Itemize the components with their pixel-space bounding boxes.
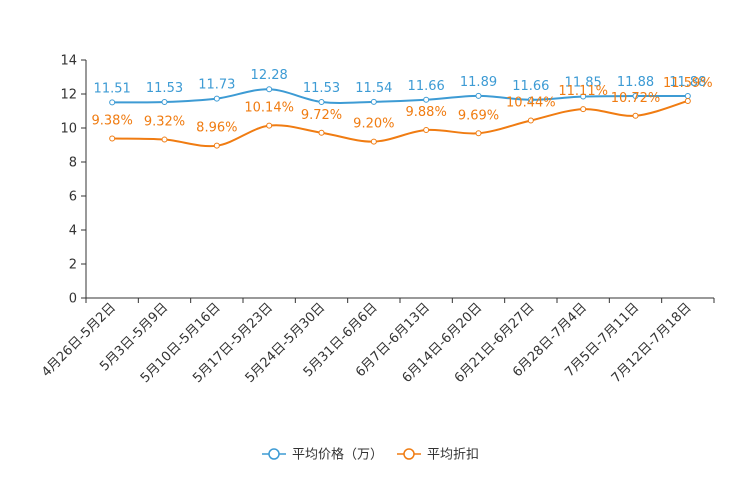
- data-point-discount[interactable]: [109, 135, 116, 142]
- data-label-price: 11.88: [669, 75, 706, 90]
- data-point-price[interactable]: [318, 98, 325, 105]
- data-label-discount: 11.11%: [558, 84, 608, 99]
- data-point-price[interactable]: [423, 96, 430, 103]
- data-label-discount: 8.96%: [196, 121, 237, 136]
- data-point-price[interactable]: [580, 93, 587, 100]
- data-label-price: 11.53: [146, 81, 183, 96]
- data-point-discount[interactable]: [527, 117, 534, 124]
- legend-marker-icon: [268, 448, 280, 460]
- data-point-discount[interactable]: [423, 127, 430, 134]
- data-point-discount[interactable]: [266, 122, 273, 129]
- data-label-discount: 11.59%: [663, 76, 713, 91]
- data-label-price: 11.89: [460, 75, 497, 90]
- data-label-price: 11.73: [198, 78, 235, 93]
- y-tick-label: 12: [60, 88, 77, 103]
- data-point-discount[interactable]: [580, 106, 587, 113]
- y-tick-label: 14: [60, 54, 77, 69]
- legend[interactable]: 平均价格（万） 平均折扣: [262, 447, 479, 463]
- data-label-price: 11.88: [617, 75, 654, 90]
- data-point-discount[interactable]: [370, 138, 377, 145]
- legend-item-price[interactable]: 平均价格（万）: [262, 447, 383, 463]
- legend-marker-icon: [403, 448, 415, 460]
- series-line-price: [112, 88, 688, 104]
- data-point-price[interactable]: [161, 98, 168, 105]
- data-label-discount: 10.14%: [244, 101, 294, 116]
- data-label-discount: 10.72%: [611, 91, 661, 106]
- data-label-discount: 9.20%: [353, 117, 394, 132]
- y-tick-label: 10: [60, 122, 77, 137]
- series-line-discount: [112, 100, 689, 148]
- data-point-discount[interactable]: [161, 136, 168, 143]
- data-label-discount: 10.44%: [506, 96, 556, 111]
- data-point-price[interactable]: [370, 98, 377, 105]
- data-point-price[interactable]: [109, 99, 116, 106]
- legend-label: 平均价格（万）: [292, 447, 383, 463]
- legend-item-discount[interactable]: 平均折扣: [397, 448, 479, 463]
- data-label-price: 12.28: [251, 68, 288, 83]
- data-point-discount[interactable]: [632, 112, 639, 119]
- data-label-discount: 9.88%: [406, 105, 447, 120]
- data-label-price: 11.51: [94, 81, 131, 96]
- y-tick-label: 6: [69, 190, 77, 205]
- data-label-price: 11.66: [512, 79, 549, 94]
- data-label-discount: 9.69%: [458, 108, 499, 123]
- data-point-price[interactable]: [527, 96, 534, 103]
- data-point-price[interactable]: [684, 93, 691, 100]
- y-tick-label: 4: [69, 224, 77, 239]
- data-point-discount[interactable]: [213, 142, 220, 149]
- data-labels-layer: 11.51 11.53 11.73 12.28 11.53 11.54 11.66 11.89…: [92, 68, 713, 135]
- data-point-discount[interactable]: [684, 97, 691, 104]
- data-label-discount: 9.72%: [301, 108, 342, 123]
- data-point-discount[interactable]: [475, 130, 482, 137]
- y-tick-label: 0: [69, 292, 77, 307]
- data-point-price[interactable]: [632, 93, 639, 100]
- y-tick-label: 8: [69, 156, 77, 171]
- data-label-discount: 9.38%: [92, 114, 133, 129]
- legend-label: 平均折扣: [427, 448, 479, 463]
- data-label-price: 11.85: [565, 76, 602, 91]
- data-point-discount[interactable]: [318, 129, 325, 136]
- data-point-price[interactable]: [266, 86, 273, 93]
- series-layer: [109, 86, 691, 149]
- data-point-price[interactable]: [213, 95, 220, 102]
- data-label-price: 11.53: [303, 81, 340, 96]
- data-point-price[interactable]: [475, 92, 482, 99]
- y-tick-label: 2: [69, 258, 77, 273]
- data-label-price: 11.54: [355, 81, 392, 96]
- x-axis: 4月26日-5月2日5月3日-5月9日5月10日-5月16日5月17日-5月23…: [39, 297, 715, 386]
- data-label-discount: 9.32%: [144, 115, 185, 130]
- y-axis: 0 2 4 6 8 10 12 14: [60, 54, 87, 307]
- data-label-price: 11.66: [408, 79, 445, 94]
